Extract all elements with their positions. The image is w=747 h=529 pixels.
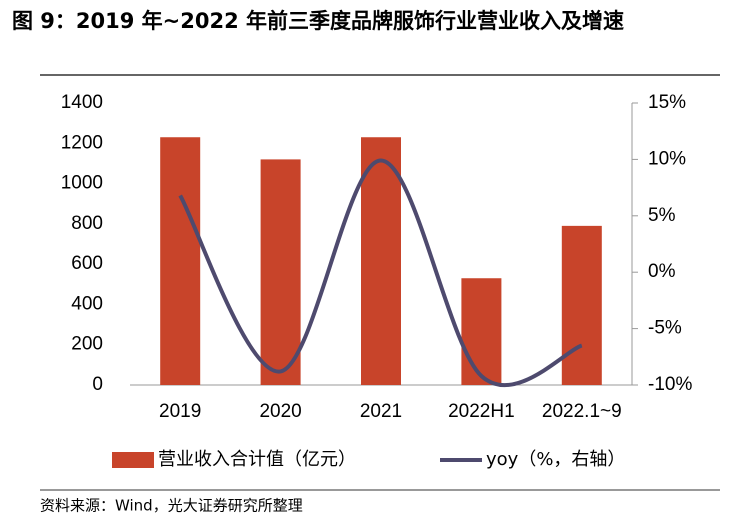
x-tick-label: 2019 xyxy=(159,401,201,422)
bar xyxy=(160,137,201,385)
source-note: 资料来源：Wind，光大证券研究所整理 xyxy=(40,497,303,515)
line xyxy=(178,158,583,387)
y2-tick-label: 5% xyxy=(648,205,676,226)
y-tick-label: 1400 xyxy=(61,92,103,113)
bar xyxy=(361,137,401,385)
y-tick-label: 200 xyxy=(71,334,103,355)
chart-title: 图 9：2019 年~2022 年前三季度品牌服饰行业营业收入及增速 xyxy=(12,9,624,33)
y-tick-label: 600 xyxy=(71,253,103,274)
x-tick-label: 2022.1~9 xyxy=(542,401,622,422)
x-tick-label: 2022H1 xyxy=(448,401,515,422)
y2-tick-label: 15% xyxy=(648,92,686,113)
legend-label: 营业收入合计值（亿元） xyxy=(158,449,356,470)
legend-swatch xyxy=(112,452,154,468)
y2-tick-label: -10% xyxy=(648,374,692,395)
y-tick-label: 400 xyxy=(71,293,103,314)
x-tick-label: 2021 xyxy=(360,401,402,422)
y-tick-label: 800 xyxy=(71,213,103,234)
bar xyxy=(260,159,301,385)
bar xyxy=(561,225,602,385)
legend-label: yoy（%，右轴） xyxy=(486,449,625,470)
bar xyxy=(461,278,502,385)
y-tick-label: 1200 xyxy=(61,132,103,153)
y-tick-label: 1000 xyxy=(61,173,103,194)
x-tick-label: 2020 xyxy=(259,401,301,422)
y2-tick-label: 10% xyxy=(648,148,686,169)
y2-tick-label: 0% xyxy=(648,261,676,282)
y-tick-label: 0 xyxy=(92,374,103,395)
y2-tick-label: -5% xyxy=(648,318,682,339)
